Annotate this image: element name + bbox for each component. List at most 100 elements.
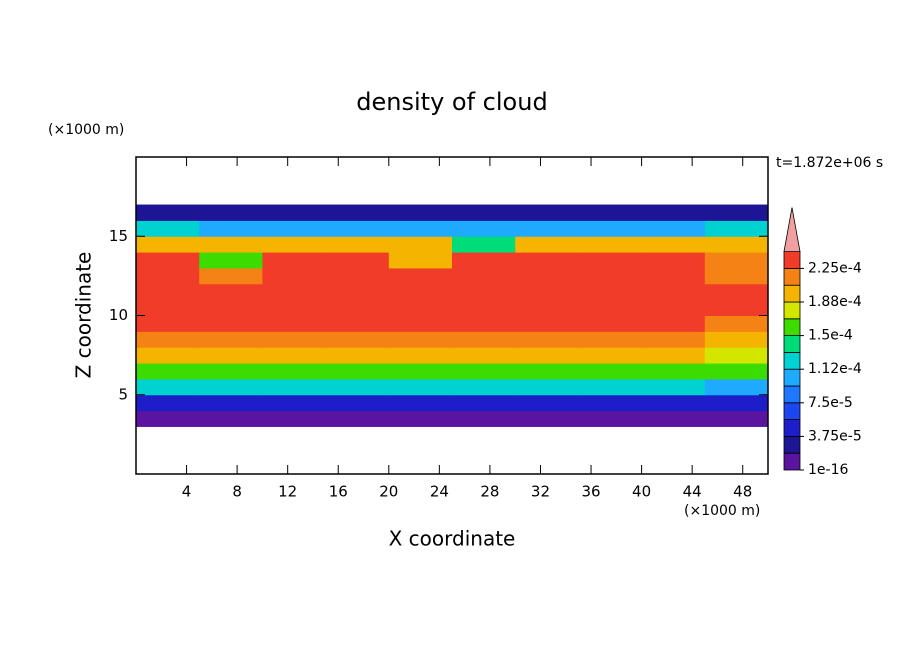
contour-cell (388, 299, 453, 316)
contour-cell (452, 236, 516, 253)
colorbar-band (783, 284, 801, 303)
contour-cell (388, 252, 453, 269)
contour-cell (199, 236, 263, 253)
contour-cell (325, 410, 390, 427)
colorbar-band (783, 435, 801, 454)
contour-cell (578, 363, 643, 380)
contour-cell (641, 220, 706, 237)
contour-cell (704, 299, 769, 316)
colorbar-band (783, 385, 801, 404)
contour-cell (515, 378, 579, 396)
contour-cell (452, 331, 516, 348)
colorbar-extend (783, 207, 801, 252)
contour-cell (641, 347, 706, 364)
colorbar-tick-label: 7.5e-5 (808, 395, 853, 411)
contour-cell (704, 363, 769, 380)
contour-cell (325, 347, 390, 364)
contour-cell (388, 283, 453, 301)
contour-cell (515, 236, 579, 253)
contour-cell (515, 410, 579, 427)
contour-cell (704, 204, 769, 221)
contour-cell (641, 252, 706, 269)
contour-cell (136, 236, 200, 253)
time-label: t=1.872e+06 s (776, 155, 883, 171)
contour-cell (262, 299, 327, 316)
contour-cell (515, 347, 579, 364)
contour-cell (199, 347, 263, 364)
contour-cell (704, 267, 769, 285)
contour-cell (325, 267, 390, 285)
contour-cell (136, 331, 200, 348)
contour-cell (262, 347, 327, 364)
contour-cell (388, 220, 453, 237)
contour-cell (452, 299, 516, 316)
x-axis-label: X coordinate (389, 527, 516, 551)
contour-cell (641, 331, 706, 348)
contour-cell (641, 410, 706, 427)
x-tick-label: 36 (581, 483, 600, 501)
contour-cell (199, 204, 263, 221)
contour-cell (452, 363, 516, 380)
colorbar-tick-label: 3.75e-5 (808, 428, 862, 444)
colorbar-tick-label: 1e-16 (808, 462, 848, 478)
colorbar-band (783, 402, 801, 420)
contour-cell (199, 283, 263, 301)
contour-cell (704, 410, 769, 427)
contour-cell (262, 267, 327, 285)
colorbar-band (783, 351, 801, 370)
contour-cell (515, 252, 579, 269)
contour-cell (452, 204, 516, 221)
contour-cell (452, 267, 516, 285)
contour-cell (452, 220, 516, 237)
contour-cell (388, 347, 453, 364)
contour-cell (452, 394, 516, 412)
x-tick-label: 44 (683, 483, 702, 501)
contour-cell (136, 267, 200, 285)
contour-cell (515, 363, 579, 380)
contour-cell (262, 363, 327, 380)
contour-cell (325, 204, 390, 221)
contour-cell (325, 315, 390, 332)
contour-cell (388, 394, 453, 412)
y-tick-label: 15 (109, 227, 128, 245)
contour-cell (578, 347, 643, 364)
contour-cell (199, 252, 263, 269)
contour-cell (515, 299, 579, 316)
colorbar-band (783, 452, 801, 471)
contour-cell (199, 378, 263, 396)
contour-cell (578, 331, 643, 348)
contour-cell (452, 252, 516, 269)
contour-cell (578, 252, 643, 269)
contour-cell (388, 204, 453, 221)
x-tick-label: 24 (430, 483, 449, 501)
contour-cell (199, 220, 263, 237)
contour-cell (641, 378, 706, 396)
contour-cell (199, 315, 263, 332)
x-tick-label: 32 (531, 483, 550, 501)
contour-cell (325, 394, 390, 412)
contour-cell (704, 331, 769, 348)
colorbar-tick-label: 2.25e-4 (808, 260, 862, 276)
contour-cell (262, 252, 327, 269)
contour-cell (325, 283, 390, 301)
contour-cell (578, 410, 643, 427)
contour-cell (262, 204, 327, 221)
colorbar-band (783, 301, 801, 320)
contour-cell (136, 410, 200, 427)
contour-cell (452, 283, 516, 301)
colorbar-band (783, 267, 801, 286)
contour-cell (325, 236, 390, 253)
contour-cell (262, 410, 327, 427)
contour-cell (136, 315, 200, 332)
contour-cell (578, 378, 643, 396)
x-tick-label: 48 (733, 483, 752, 501)
contour-cell (578, 236, 643, 253)
contour-cell (641, 236, 706, 253)
contour-cell (136, 299, 200, 316)
x-tick-label: 4 (182, 483, 192, 501)
contour-cell (452, 315, 516, 332)
chart-title: density of cloud (356, 88, 547, 116)
contour-cell (578, 283, 643, 301)
colorbar-tick-label: 1.88e-4 (808, 294, 862, 310)
